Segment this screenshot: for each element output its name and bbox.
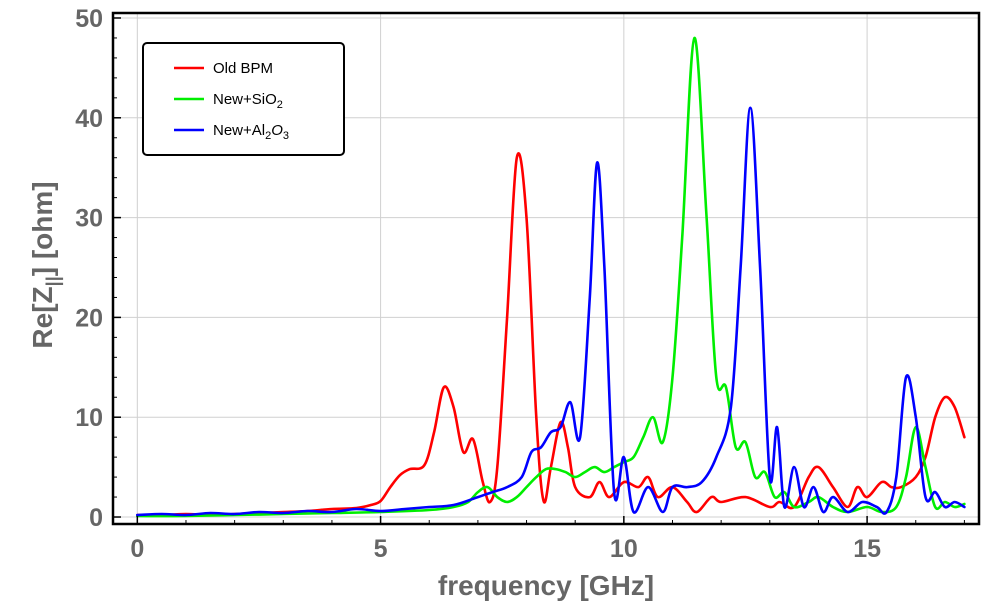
y-tick-label: 50 <box>75 5 103 33</box>
ticks: 0 5 10 15 0 10 20 30 40 50 <box>75 5 965 563</box>
y-tick-label: 40 <box>75 105 103 133</box>
x-tick-label: 15 <box>853 535 881 563</box>
y-tick-label: 20 <box>75 304 103 332</box>
legend-label-new-al2o3-subscript-2: 3 <box>283 130 289 142</box>
legend-label-new-sio2: New+SiO2 <box>213 91 283 111</box>
series-line-old-bpm <box>136 152 966 517</box>
y-axis-label-subscript: || <box>43 276 63 286</box>
legend-label-new-al2o3: New+Al2O3 <box>213 122 289 142</box>
plot-frame <box>111 11 981 526</box>
series-line-new-al2o3 <box>136 106 966 517</box>
x-axis-label: frequency [GHz] <box>438 570 654 601</box>
y-tick-label: 30 <box>75 205 103 233</box>
y-axis-label-main: Re[Z <box>27 286 58 348</box>
y-tick-label: 0 <box>89 504 103 532</box>
x-tick-label: 5 <box>374 535 388 563</box>
y-axis-label: Re[Z||] [ohm] <box>27 181 63 348</box>
y-tick-label: 10 <box>75 404 103 432</box>
legend-label-new-sio2-base: New+SiO <box>213 91 277 108</box>
y-axis-label-end: ] [ohm] <box>27 181 58 276</box>
legend-label-new-sio2-subscript: 2 <box>277 99 283 111</box>
legend-box <box>142 42 345 156</box>
x-tick-label: 10 <box>610 535 638 563</box>
legend-label-new-al2o3-subscript-1: 2 <box>265 130 271 142</box>
legend: Old BPM New+SiO2 New+Al2O3 <box>142 42 345 156</box>
series-layer <box>136 36 966 518</box>
x-tick-label: 0 <box>130 535 144 563</box>
series-line-new-sio2 <box>136 36 966 518</box>
legend-label-new-al2o3-base: New+Al <box>213 122 265 139</box>
legend-label-old-bpm: Old BPM <box>213 60 273 77</box>
legend-label-new-al2o3-mid: O <box>271 122 283 139</box>
